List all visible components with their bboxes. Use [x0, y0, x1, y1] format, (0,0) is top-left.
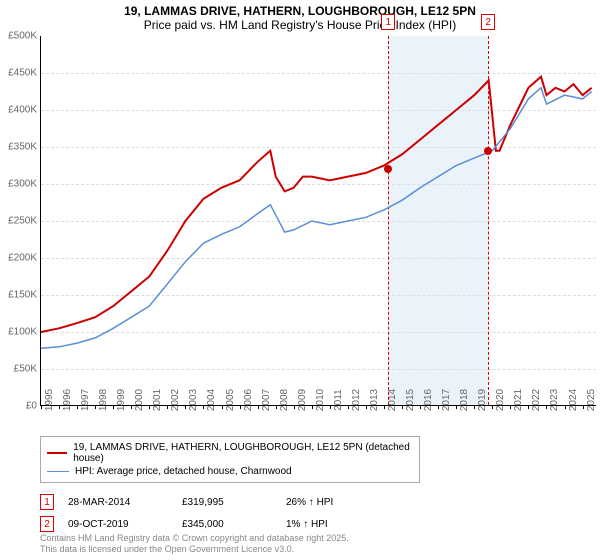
legend-box: 19, LAMMAS DRIVE, HATHERN, LOUGHBOROUGH,… [40, 436, 420, 483]
footer-line-2: This data is licensed under the Open Gov… [40, 544, 349, 556]
chart-subtitle: Price paid vs. HM Land Registry's House … [0, 18, 600, 34]
chart: £0 £50K £100K £150K £200K £250K £300K £350K £400… [0, 36, 600, 430]
y-tick-label: £0 [0, 401, 37, 412]
legend-label: 19, LAMMAS DRIVE, HATHERN, LOUGHBOROUGH,… [73, 442, 413, 464]
marker-box: 2 [481, 14, 495, 30]
y-tick-label: £150K [0, 290, 37, 301]
legend-label: HPI: Average price, detached house, Char… [75, 466, 292, 477]
legend-row: 19, LAMMAS DRIVE, HATHERN, LOUGHBOROUGH,… [47, 441, 413, 465]
sale-price: £319,995 [182, 497, 272, 508]
sale-rows: 1 28-MAR-2014 £319,995 26% ↑ HPI 2 09-OCT-201… [40, 491, 596, 535]
y-tick-label: £350K [0, 142, 37, 153]
y-tick-label: £250K [0, 216, 37, 227]
sale-marker: 2 [40, 516, 54, 532]
sale-date: 09-OCT-2019 [68, 519, 168, 530]
sale-hpi: 26% ↑ HPI [286, 497, 376, 508]
y-tick-label: £300K [0, 179, 37, 190]
plot-area: £0£50K£100K£150K£200K£250K£300K£350K£400… [40, 36, 596, 406]
sale-row: 1 28-MAR-2014 £319,995 26% ↑ HPI [40, 491, 596, 513]
y-tick-label: £500K [0, 31, 37, 42]
legend-swatch [47, 471, 69, 473]
y-tick-label: £100K [0, 327, 37, 338]
marker-box: 1 [381, 14, 395, 30]
y-tick-label: £450K [0, 68, 37, 79]
footer-line-1: Contains HM Land Registry data © Crown c… [40, 533, 349, 545]
legend-row: HPI: Average price, detached house, Char… [47, 465, 413, 478]
footer: Contains HM Land Registry data © Crown c… [40, 533, 349, 556]
sale-date: 28-MAR-2014 [68, 497, 168, 508]
chart-title: 19, LAMMAS DRIVE, HATHERN, LOUGHBOROUGH,… [0, 0, 600, 18]
y-tick-label: £400K [0, 105, 37, 116]
series-price [41, 77, 592, 332]
marker-dot [484, 147, 492, 155]
y-tick-label: £200K [0, 253, 37, 264]
sale-price: £345,000 [182, 519, 272, 530]
legend-swatch [47, 452, 67, 454]
sale-marker: 1 [40, 494, 54, 510]
legend-area: 19, LAMMAS DRIVE, HATHERN, LOUGHBOROUGH,… [40, 436, 596, 535]
marker-dot [384, 165, 392, 173]
sale-hpi: 1% ↑ HPI [286, 519, 376, 530]
y-tick-label: £50K [0, 364, 37, 375]
